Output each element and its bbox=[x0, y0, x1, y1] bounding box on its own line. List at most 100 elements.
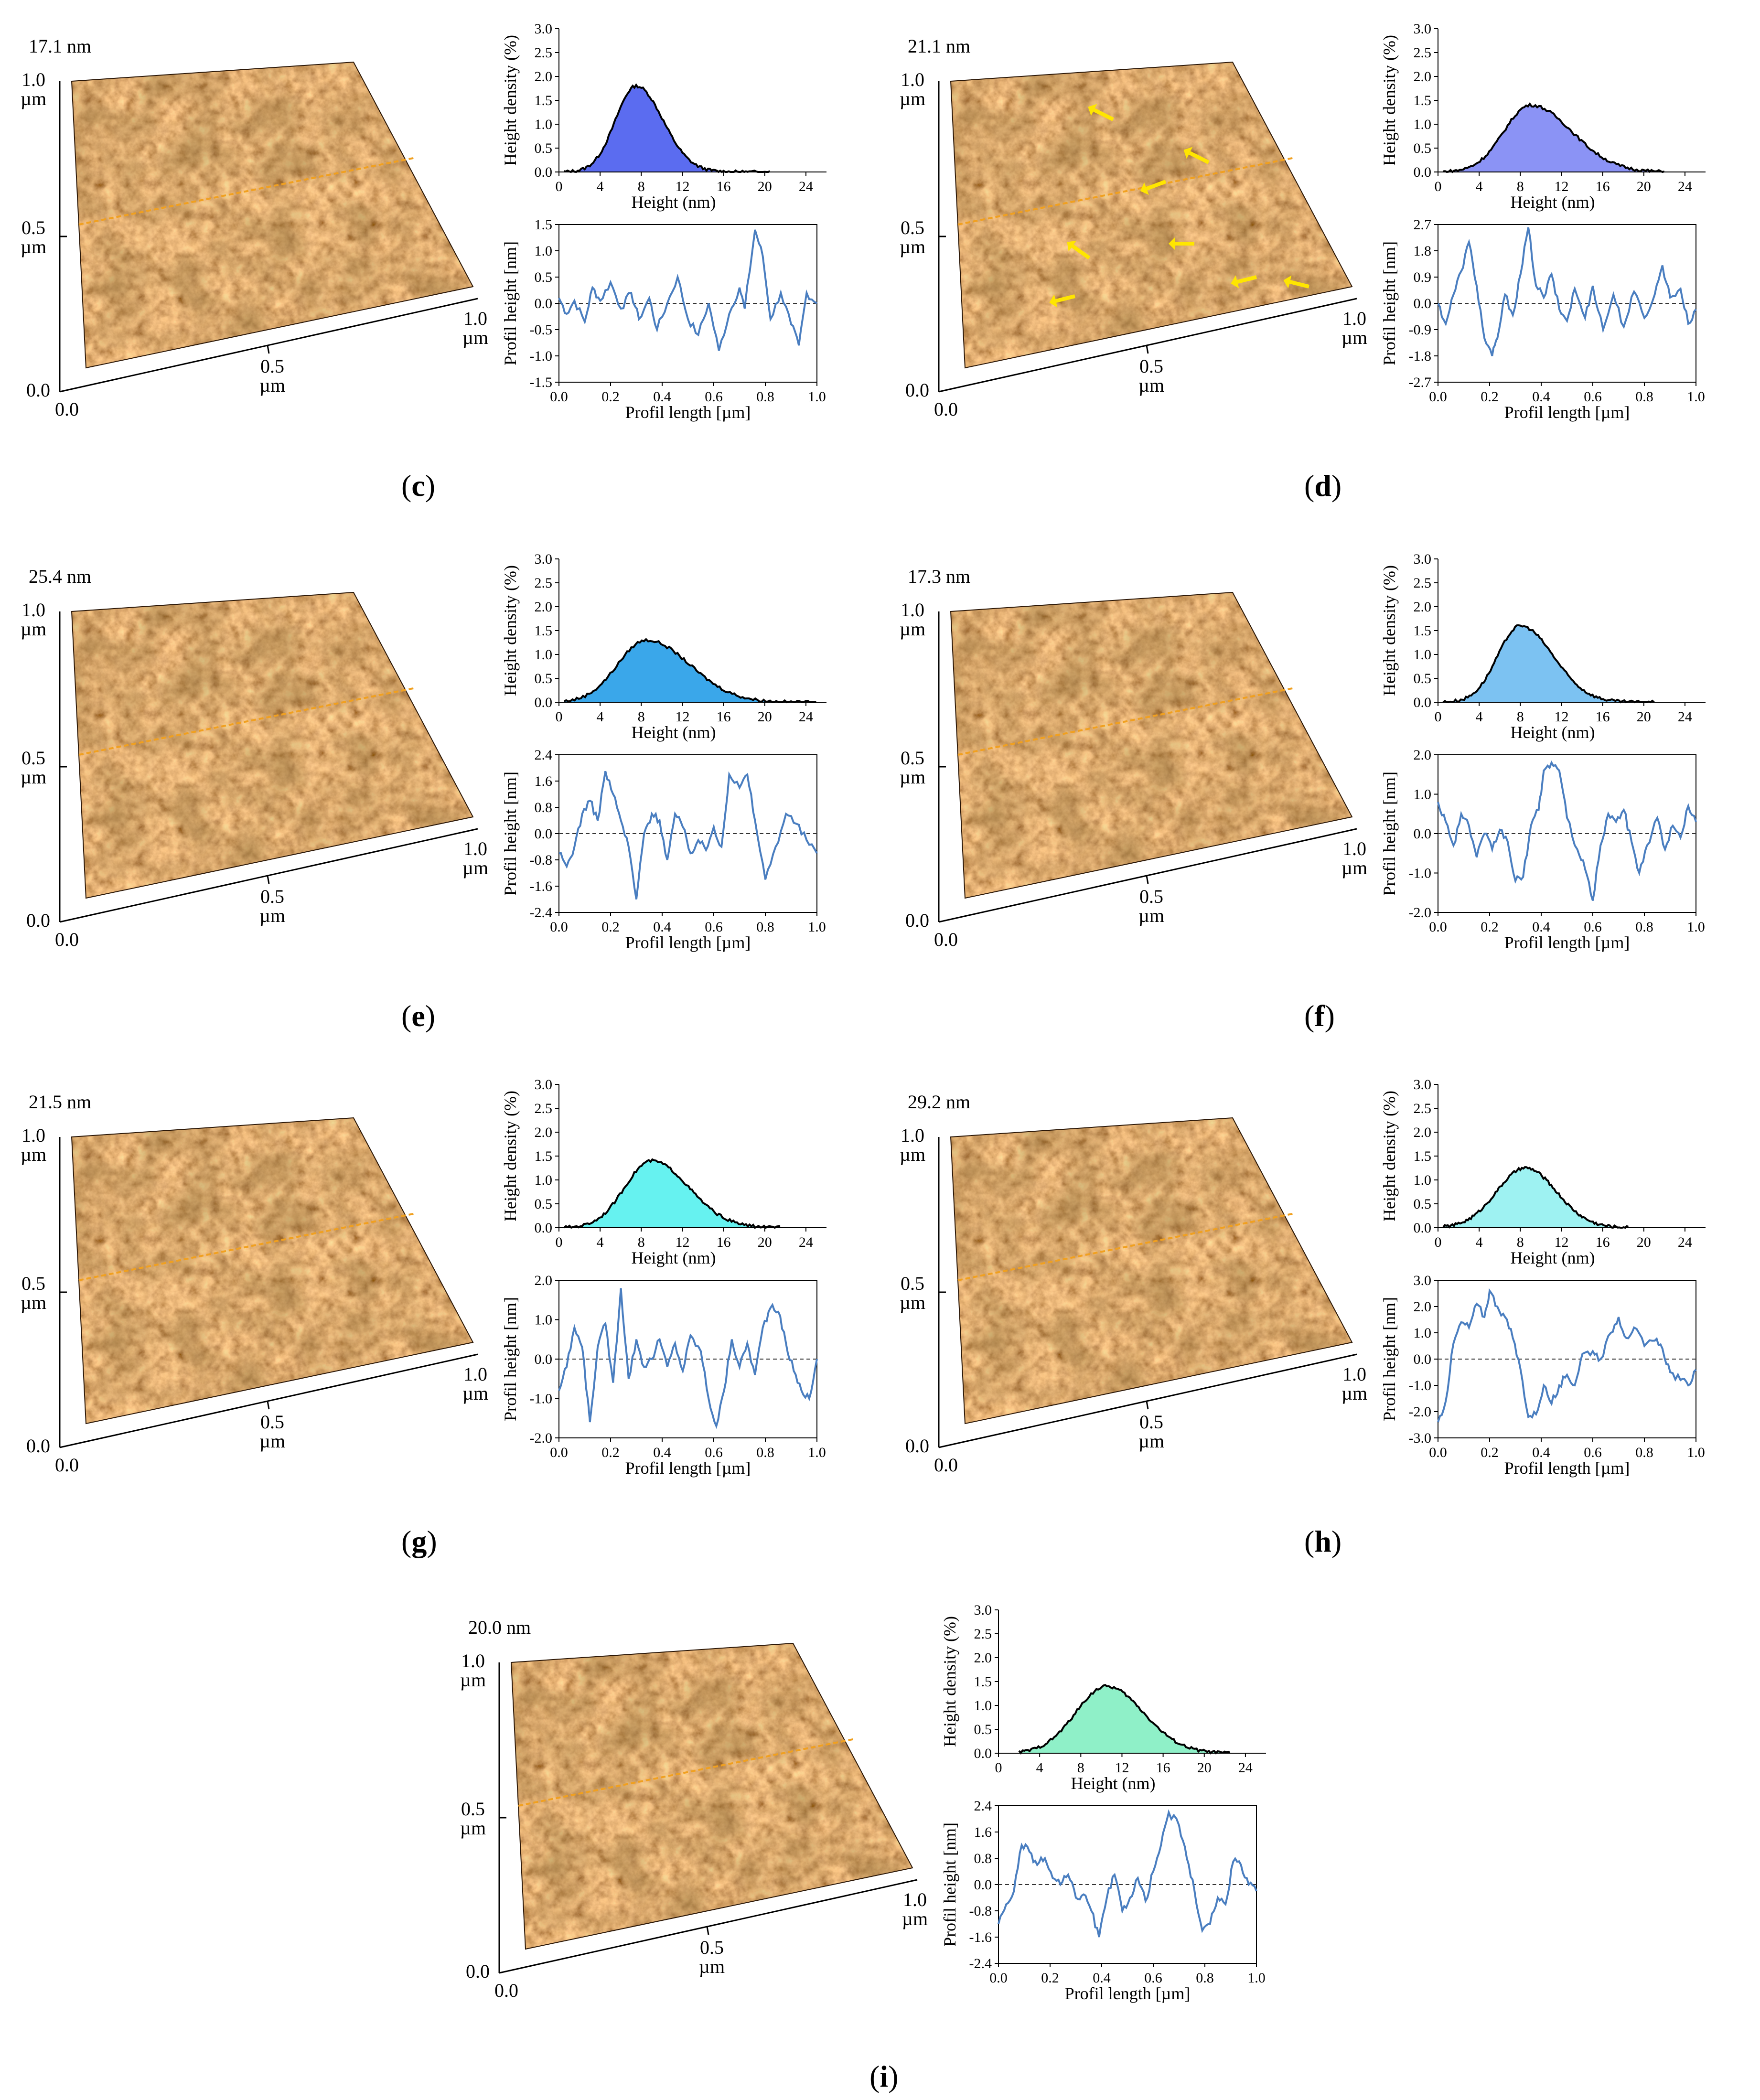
afm-surface-edge bbox=[71, 61, 474, 369]
panel-label: (i) bbox=[869, 2059, 899, 2093]
histogram-x-label: Height (nm) bbox=[1071, 1774, 1156, 1793]
afm-x-tick-origin: 0.0 bbox=[55, 929, 79, 950]
histogram-y-label: Height density (%) bbox=[1380, 35, 1399, 166]
histogram-area bbox=[1443, 1167, 1629, 1228]
profile-y-tick: -2.4 bbox=[969, 1956, 992, 1971]
panel-g: 21.5 nm1.0µm0.5µm0.00.00.5µm1.0µm0.00.51… bbox=[21, 1077, 826, 1478]
profile-y-label: Profil height [nm] bbox=[501, 1297, 520, 1421]
profile-y-label: Profil height [nm] bbox=[1380, 241, 1399, 365]
histogram-y-label: Height density (%) bbox=[501, 1091, 520, 1221]
histogram-x-tick: 4 bbox=[1476, 1234, 1483, 1250]
afm-z-max-label: 21.1 nm bbox=[908, 35, 970, 57]
profile-y-tick: 0.0 bbox=[535, 826, 553, 842]
histogram-x-tick: 4 bbox=[1036, 1760, 1043, 1776]
profile-x-tick: 1.0 bbox=[808, 919, 826, 935]
profile-x-tick: 0.0 bbox=[1429, 919, 1447, 935]
profile-x-tick: 0.8 bbox=[756, 389, 774, 405]
profile-y-tick: -1.0 bbox=[530, 348, 553, 364]
histogram-x-tick: 8 bbox=[1077, 1760, 1084, 1776]
profile-y-tick: 0.8 bbox=[535, 800, 553, 815]
afm-y-tick-mid: 0.5 bbox=[21, 217, 45, 238]
profile-x-tick: 0.4 bbox=[653, 1445, 671, 1460]
histogram-y-tick: 1.5 bbox=[974, 1674, 992, 1690]
profile-x-tick: 0.6 bbox=[1144, 1970, 1162, 1986]
histogram-area bbox=[1443, 104, 1664, 172]
afm-y-tick-mid: 0.5 bbox=[901, 217, 924, 238]
histogram-y-tick: 3.0 bbox=[1414, 1077, 1432, 1093]
histogram-y-tick: 1.0 bbox=[535, 117, 553, 132]
histogram-y-tick: 0.0 bbox=[1414, 695, 1432, 710]
profile-scan-line bbox=[78, 157, 416, 225]
afm-surface-edge bbox=[71, 591, 474, 899]
histogram-x-tick: 0 bbox=[995, 1760, 1002, 1776]
afm-x-unit-mid: µm bbox=[259, 1430, 285, 1452]
profile-x-tick: 0.0 bbox=[550, 919, 568, 935]
profile-x-label: Profil length [µm] bbox=[1504, 933, 1630, 952]
histogram-x-tick: 16 bbox=[717, 179, 731, 194]
histogram-y-tick: 2.5 bbox=[974, 1626, 992, 1642]
histogram-x-label: Height (nm) bbox=[1511, 723, 1595, 742]
afm-x-tick-origin: 0.0 bbox=[934, 929, 958, 950]
profile-x-label: Profil length [µm] bbox=[1504, 1458, 1630, 1478]
height-histogram: 0.0 0.5 1.0 1.5 2.0 2.5 3.0 0 4 8 12 16 20 24 Height (… bbox=[1380, 21, 1706, 212]
height-profile-plot: -2.0 -1.0 0.0 1.0 2.0 0.0 0.2 0.4 0.6 0.8 1.0 Profi… bbox=[501, 1273, 826, 1478]
histogram-x-label: Height (nm) bbox=[632, 723, 716, 742]
panel-label: (g) bbox=[401, 1524, 437, 1558]
afm-surface-edge bbox=[71, 1117, 474, 1425]
afm-z-max-label: 17.1 nm bbox=[29, 35, 91, 57]
profile-x-tick: 0.0 bbox=[550, 389, 568, 405]
profile-x-tick: 0.8 bbox=[1196, 1970, 1214, 1986]
profile-x-tick: 1.0 bbox=[1247, 1970, 1266, 1986]
afm-x-tick-mid: 0.5 bbox=[1139, 1411, 1163, 1433]
afm-y-tick-top: 1.0 bbox=[901, 1125, 924, 1146]
afm-x-unit-mid: µm bbox=[699, 1956, 725, 1977]
histogram-x-tick: 4 bbox=[1476, 709, 1483, 725]
panel-f: 17.3 nm1.0µm0.5µm0.00.00.5µm1.0µm0.00.51… bbox=[900, 551, 1706, 952]
histogram-x-tick: 24 bbox=[1678, 709, 1692, 725]
afm-z-max-label: 20.0 nm bbox=[468, 1617, 531, 1638]
afm-x-tick-end: 1.0 bbox=[463, 1363, 487, 1385]
profile-x-label: Profil length [µm] bbox=[1065, 1984, 1191, 2003]
histogram-y-tick: 2.0 bbox=[1414, 599, 1432, 615]
profile-y-tick: -0.8 bbox=[969, 1903, 992, 1919]
profile-y-tick: 2.0 bbox=[1414, 1299, 1432, 1315]
afm-x-unit-mid: µm bbox=[1138, 1430, 1164, 1452]
afm-y-tick-mid: 0.5 bbox=[21, 1273, 45, 1294]
profile-y-tick: 1.8 bbox=[1414, 243, 1432, 259]
profile-x-tick: 0.8 bbox=[1635, 389, 1653, 405]
afm-x-tick-origin: 0.0 bbox=[494, 1980, 518, 2001]
yellow-arrow-icon bbox=[1088, 104, 1114, 121]
histogram-x-tick: 20 bbox=[1197, 1760, 1212, 1776]
afm-y-tick-mid: 0.5 bbox=[21, 747, 45, 769]
histogram-x-tick: 12 bbox=[675, 709, 689, 725]
afm-x-unit-mid: µm bbox=[1138, 905, 1164, 926]
profile-line bbox=[1437, 227, 1697, 356]
panel-label: (d) bbox=[1304, 469, 1342, 503]
profile-x-tick: 0.6 bbox=[705, 1445, 723, 1460]
afm-y-unit-mid: µm bbox=[900, 1292, 925, 1313]
profile-x-tick: 0.0 bbox=[550, 1445, 568, 1460]
afm-x-tick-end: 1.0 bbox=[1342, 1363, 1366, 1385]
profile-y-tick: -2.4 bbox=[530, 905, 553, 921]
profile-y-tick: -1.0 bbox=[1409, 1378, 1432, 1393]
histogram-x-tick: 20 bbox=[1637, 709, 1651, 725]
afm-x-unit-end: µm bbox=[462, 1382, 488, 1404]
height-profile-plot: -2.4 -1.6 -0.8 0.0 0.8 1.6 2.4 0.0 0.2 0.4 0.6 0.8 1… bbox=[501, 747, 826, 952]
histogram-x-tick: 8 bbox=[1517, 709, 1524, 725]
afm-y-unit-top: µm bbox=[900, 1144, 925, 1165]
histogram-y-tick: 3.0 bbox=[1414, 21, 1432, 37]
histogram-y-tick: 0.5 bbox=[535, 671, 553, 686]
profile-x-tick: 0.6 bbox=[705, 389, 723, 405]
profile-y-tick: -1.8 bbox=[1409, 348, 1432, 364]
afm-y-unit-mid: µm bbox=[900, 766, 925, 788]
profile-y-tick: -0.8 bbox=[530, 852, 553, 868]
profile-y-tick: -0.5 bbox=[530, 322, 553, 338]
profile-x-label: Profil length [µm] bbox=[1504, 403, 1630, 422]
afm-y-unit-top: µm bbox=[900, 618, 925, 640]
histogram-x-tick: 16 bbox=[717, 709, 731, 725]
histogram-x-tick: 4 bbox=[597, 709, 604, 725]
afm-x-tick-mid: 0.5 bbox=[260, 355, 284, 377]
